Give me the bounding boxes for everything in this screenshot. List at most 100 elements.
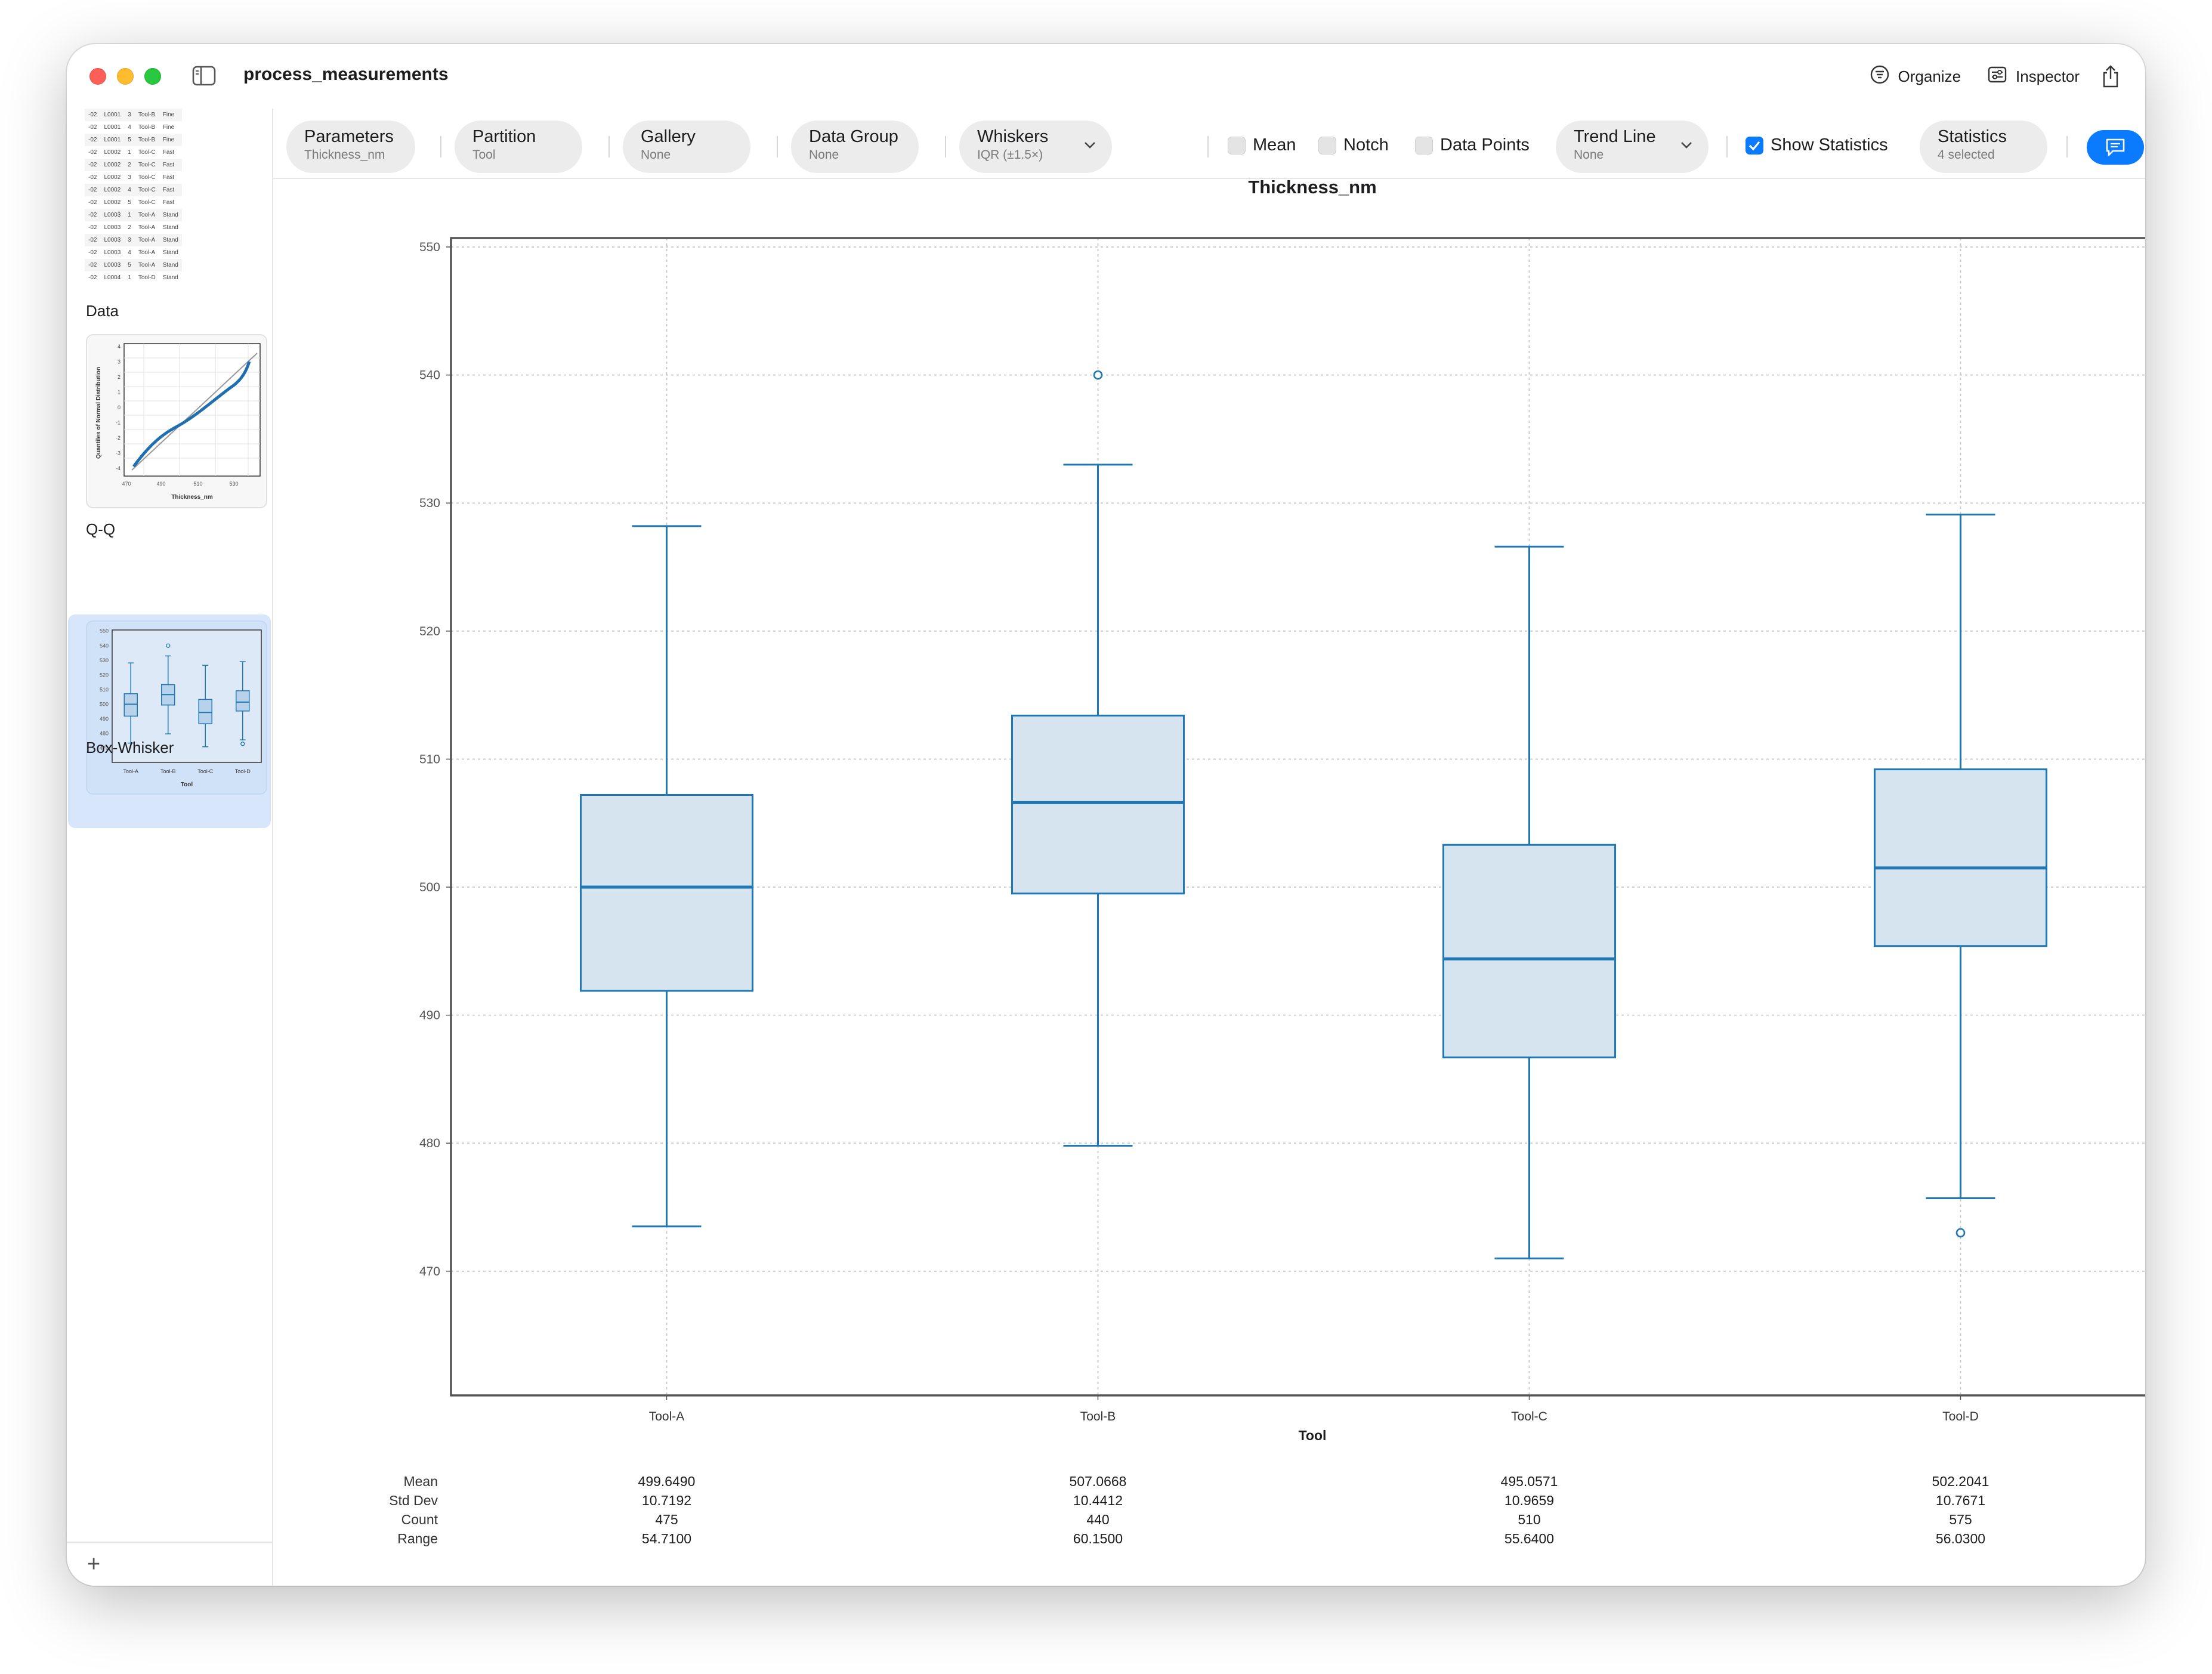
gallery-selector[interactable]: Gallery None xyxy=(623,121,750,173)
table-cell: L0003 xyxy=(100,234,125,246)
table-cell: Stand xyxy=(159,259,182,271)
sidebar-toggle-icon[interactable] xyxy=(192,66,216,86)
stat-label: Mean xyxy=(403,1474,438,1489)
table-cell: L0001 xyxy=(104,124,121,131)
box-thumb-box xyxy=(198,699,212,724)
table-cell: 2 xyxy=(124,159,135,171)
sidebar-item-qq[interactable]: Q-Q xyxy=(86,520,116,538)
qq-thumbnail[interactable]: Quantiles of Normal Distribution 4 3 2 1 0 -1… xyxy=(86,334,267,508)
table-row: -02 L0002 3 Tool-C Fast xyxy=(85,171,182,184)
sidebar-item-data[interactable]: Data xyxy=(86,302,119,320)
close-window-button[interactable] xyxy=(89,68,106,85)
show-statistics-checkbox-box[interactable] xyxy=(1745,136,1763,155)
iqr-box xyxy=(1011,714,1185,895)
table-cell: L0001 xyxy=(100,134,125,146)
toolbar-divider xyxy=(1726,136,1728,157)
data-thumbnail[interactable]: -02 L0001 3 Tool-B Fine -02 L0001 4 Tool-B Fine -0… xyxy=(85,109,262,288)
qq-thumb-ylabel: Quantiles of Normal Distribution xyxy=(95,367,102,459)
statistics-table: Mean Std Dev Count Range 499.6490 10.7192 475 5… xyxy=(272,1474,2145,1575)
plot-area xyxy=(450,237,2145,1397)
outlier-point xyxy=(1093,370,1103,380)
table-cell: Fast xyxy=(159,184,182,196)
qq-thumb-xtick: 470 xyxy=(122,481,131,487)
table-row: -02 L0004 1 Tool-D Stand xyxy=(85,271,182,284)
table-cell: Fine xyxy=(162,124,175,131)
stat-value: 495.0571 xyxy=(1500,1474,1558,1489)
table-cell: L0003 xyxy=(100,259,125,271)
y-axis: 470 480 490 500 510 520 530 540 550 xyxy=(419,240,451,1278)
table-row: -02 L0002 5 Tool-C Fast xyxy=(85,196,182,209)
box-thumb-xtick: Tool-B xyxy=(160,768,176,774)
box-thumb-xtick: Tool-C xyxy=(197,768,214,774)
stat-label: Count xyxy=(401,1512,438,1527)
box-whisker-thumbnail[interactable]: 550 540 530 520 510 500 490 480 470 Tool-A Tool-B… xyxy=(86,620,267,795)
gallery-label: Gallery xyxy=(641,127,696,146)
table-row: -02 L0003 2 Tool-A Stand xyxy=(85,221,182,234)
notch-checkbox-box[interactable] xyxy=(1318,136,1336,155)
stat-value: 60.1500 xyxy=(1073,1531,1123,1546)
organize-icon xyxy=(1870,64,1890,89)
comment-button[interactable] xyxy=(2087,130,2144,165)
mean-checkbox-box[interactable] xyxy=(1228,136,1246,155)
table-cell: L0002 xyxy=(100,159,125,171)
stat-value: 55.6400 xyxy=(1504,1531,1555,1546)
data-group-selector[interactable]: Data Group None xyxy=(791,121,919,173)
table-row: -02 L0001 5 Tool-B Fine xyxy=(85,134,182,146)
share-icon[interactable] xyxy=(2093,57,2128,95)
partition-selector[interactable]: Partition Tool xyxy=(455,121,582,173)
mean-checkbox[interactable]: Mean xyxy=(1228,135,1296,155)
table-cell: Tool-B xyxy=(134,134,159,146)
table-cell: -02 xyxy=(85,184,101,196)
stat-value: 507.0668 xyxy=(1069,1474,1127,1489)
y-tick-label: 480 xyxy=(419,1136,440,1150)
show-statistics-checkbox[interactable]: Show Statistics xyxy=(1745,135,1888,155)
table-cell: Tool-B xyxy=(134,109,159,121)
zoom-window-button[interactable] xyxy=(144,68,161,85)
window-title: process_measurements xyxy=(243,64,449,84)
table-cell: Fast xyxy=(162,174,175,181)
table-cell: Fast xyxy=(159,159,182,171)
table-cell: Tool-C xyxy=(138,149,156,156)
table-cell: L0003 xyxy=(104,224,121,231)
statistics-selector[interactable]: Statistics 4 selected xyxy=(1920,121,2047,173)
inspector-button[interactable]: Inspector xyxy=(1974,57,2093,95)
table-row: -02 L0003 3 Tool-A Stand xyxy=(85,234,182,246)
minimize-window-button[interactable] xyxy=(117,68,134,85)
notch-checkbox[interactable]: Notch xyxy=(1318,135,1389,155)
box-thumb-box xyxy=(236,690,250,712)
whiskers-dropdown[interactable]: Whiskers IQR (±1.5×) xyxy=(959,121,1112,173)
parameters-selector[interactable]: Parameters Thickness_nm xyxy=(286,121,415,173)
stat-value: 440 xyxy=(1086,1512,1110,1527)
trend-line-dropdown[interactable]: Trend Line None xyxy=(1556,121,1709,173)
toolbar-divider xyxy=(777,136,778,157)
table-cell: L0003 xyxy=(100,209,125,221)
table-cell: -02 xyxy=(85,259,101,271)
iqr-box xyxy=(1442,844,1616,1058)
table-cell: 2 xyxy=(128,224,131,231)
qq-thumb-xtick: 530 xyxy=(229,481,238,487)
table-cell: Fast xyxy=(162,199,175,206)
table-cell: Tool-C xyxy=(138,174,156,181)
add-sheet-button[interactable]: + xyxy=(87,1552,101,1577)
table-cell: L0003 xyxy=(104,249,121,256)
sidebar-item-box-whisker[interactable]: Box-Whisker xyxy=(86,739,174,756)
table-cell: 5 xyxy=(124,259,135,271)
table-cell: L0002 xyxy=(104,199,121,206)
table-cell: Tool-C xyxy=(134,184,159,196)
table-cell: L0004 xyxy=(104,274,121,281)
qq-thumb-ytick: 1 xyxy=(118,390,121,396)
x-tick-label: Tool-C xyxy=(1511,1410,1547,1423)
table-cell: 3 xyxy=(128,174,131,181)
toolbar-divider xyxy=(945,136,946,157)
iqr-box xyxy=(1874,768,2047,947)
qq-thumb-ytick: 2 xyxy=(118,374,121,380)
table-cell: 3 xyxy=(124,234,135,246)
notch-label: Notch xyxy=(1343,135,1389,155)
data-points-checkbox-box[interactable] xyxy=(1415,136,1433,155)
table-cell: Stand xyxy=(159,209,182,221)
whiskers-label: Whiskers xyxy=(977,127,1049,146)
organize-button[interactable]: Organize xyxy=(1856,57,1975,95)
data-points-checkbox[interactable]: Data Points xyxy=(1415,135,1530,155)
outlier-point xyxy=(1955,1228,1966,1238)
table-cell: Tool-D xyxy=(138,274,156,281)
